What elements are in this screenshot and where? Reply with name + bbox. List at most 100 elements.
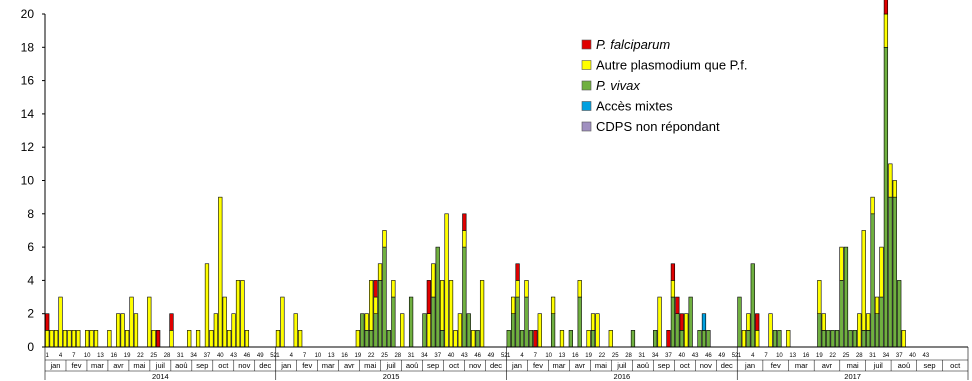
bar-segment-vivax (834, 330, 840, 348)
week-tick-label: 28 (164, 353, 171, 359)
bar-segment-falciparum (169, 313, 174, 331)
bars-group (45, 0, 906, 348)
bar-segment-autre (537, 313, 542, 348)
bar-segment-autre (786, 330, 791, 348)
bar-segment-autre (151, 330, 156, 348)
month-label: dec (490, 361, 502, 370)
week-tick-label: 1 (738, 353, 742, 359)
bar-segment-autre (901, 330, 906, 348)
month-label: fev (533, 361, 543, 370)
bar-segment-autre (892, 180, 897, 198)
week-tick-label: 31 (639, 353, 646, 359)
week-tick-label: 43 (461, 353, 468, 359)
month-label: dec (721, 361, 733, 370)
month-label: jan (744, 361, 755, 370)
week-tick-label: 22 (368, 353, 375, 359)
bar-segment-vivax (737, 296, 742, 348)
bar-segment-autre (453, 330, 458, 348)
month-label: sep (658, 361, 670, 370)
week-tick-label: 37 (204, 353, 211, 359)
month-label: avr (113, 361, 124, 370)
bar-segment-autre (93, 330, 99, 348)
bar-segment-autre (293, 313, 298, 348)
month-label: fev (302, 361, 312, 370)
week-tick-label: 31 (869, 353, 876, 359)
bar-segment-autre (524, 280, 529, 298)
week-tick-label: 16 (341, 353, 348, 359)
bar-segment-vivax (577, 296, 582, 348)
bar-segment-vivax (550, 313, 556, 348)
week-tick-label: 7 (534, 353, 538, 359)
bar-segment-autre (62, 330, 68, 348)
bar-segment-autre (133, 313, 139, 348)
week-tick-label: 52 (270, 353, 277, 359)
month-label: mar (91, 361, 104, 370)
week-tick-label: 52 (501, 353, 508, 359)
week-tick-label: 22 (137, 353, 144, 359)
week-tick-label: 7 (72, 353, 76, 359)
week-tick-label: 43 (923, 353, 930, 359)
week-tick-label: 31 (177, 353, 184, 359)
bar-segment-autre (515, 280, 520, 298)
bar-segment-autre (382, 230, 387, 248)
bar-segment-autre (218, 196, 223, 348)
bar-segment-vivax (817, 313, 822, 348)
month-label: nov (238, 361, 250, 370)
bar-segment-autre (129, 296, 134, 348)
week-tick-label: 22 (599, 353, 606, 359)
bar-segment-vivax (630, 330, 636, 348)
bar-segment-vivax (466, 313, 471, 348)
bar-segment-autre (369, 280, 374, 331)
month-label: nov (700, 361, 712, 370)
bar-segment-autre (741, 330, 747, 348)
legend-label: CDPS non répondant (596, 119, 720, 134)
bar-segment-vivax (688, 296, 693, 348)
week-tick-label: 43 (692, 353, 699, 359)
week-tick-label: 31 (408, 353, 415, 359)
bar-segment-vivax (590, 330, 596, 348)
week-tick-label: 19 (355, 353, 362, 359)
week-tick-label: 4 (59, 353, 63, 359)
y-tick-label: 16 (21, 74, 35, 88)
bar-segment-autre (821, 313, 826, 331)
y-tick-label: 12 (21, 140, 35, 154)
bar-segment-vivax (839, 280, 844, 348)
bar-segment-vivax (888, 196, 893, 348)
week-tick-label: 10 (84, 353, 91, 359)
year-label: 2014 (152, 372, 169, 381)
bar-segment-vivax (440, 330, 445, 348)
week-tick-label: 25 (843, 353, 850, 359)
bar-segment-autre (240, 280, 245, 348)
legend-label: Autre plasmodium que P.f. (596, 58, 748, 73)
bar-segment-autre (684, 313, 689, 348)
bar-segment-autre (462, 230, 467, 248)
year-label: 2016 (614, 372, 631, 381)
month-label: sep (427, 361, 439, 370)
y-tick-label: 0 (27, 340, 34, 354)
y-tick-label: 10 (21, 174, 35, 188)
week-tick-label: 34 (883, 353, 890, 359)
bar-segment-vivax (679, 330, 684, 348)
week-tick-label: 1 (46, 353, 50, 359)
bar-segment-vivax (382, 246, 387, 348)
bar-segment-vivax (821, 330, 826, 348)
month-label: juil (616, 361, 627, 370)
bar-segment-vivax (830, 330, 835, 348)
bar-segment-vivax (515, 296, 520, 348)
week-tick-label: 28 (625, 353, 632, 359)
bar-segment-autre (49, 330, 54, 348)
bar-segment-vivax (746, 330, 751, 348)
week-tick-label: 28 (856, 353, 863, 359)
bar-segment-autre (511, 296, 516, 314)
bar-segment-vivax (462, 246, 467, 348)
week-tick-label: 40 (217, 353, 224, 359)
bar-segment-vivax (377, 280, 383, 348)
bar-segment-vivax (528, 330, 534, 348)
week-tick-label: 49 (718, 353, 725, 359)
week-tick-label: 1 (276, 353, 280, 359)
bar-segment-vivax (653, 330, 658, 348)
bar-segment-autre (448, 280, 454, 348)
month-label: sep (196, 361, 208, 370)
month-label: dec (259, 361, 271, 370)
